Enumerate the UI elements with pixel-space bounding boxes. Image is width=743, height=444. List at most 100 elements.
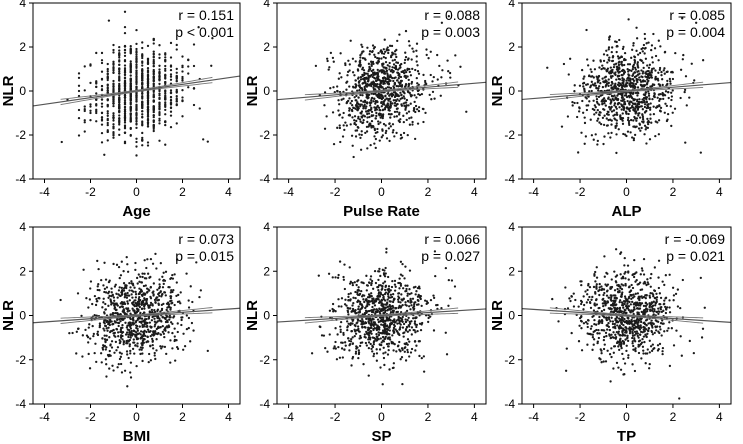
data-point: [648, 63, 651, 66]
data-point: [580, 320, 583, 323]
data-point: [367, 317, 370, 321]
data-point: [593, 322, 596, 326]
data-point: [631, 334, 635, 337]
data-point: [392, 52, 395, 55]
data-point: [355, 102, 359, 105]
data-point: [629, 118, 633, 122]
x-tick-label: 2: [179, 410, 186, 424]
data-point: [632, 275, 636, 279]
data-point: [354, 312, 357, 315]
data-point: [199, 289, 202, 292]
data-point: [89, 287, 92, 290]
data-point: [631, 286, 635, 290]
data-point: [368, 281, 371, 285]
data-point: [126, 310, 129, 313]
data-point: [628, 63, 632, 66]
data-point: [630, 96, 634, 100]
data-point: [610, 87, 613, 90]
data-point: [446, 59, 449, 62]
data-point: [627, 305, 631, 308]
data-point: [385, 247, 388, 250]
p-value-label: p = 0.027: [421, 248, 480, 264]
data-point: [628, 68, 631, 72]
data-point: [593, 108, 596, 112]
data-point: [616, 74, 620, 77]
data-point: [370, 61, 374, 64]
data-point: [367, 338, 370, 341]
data-point: [127, 356, 130, 360]
data-point: [644, 362, 647, 365]
data-point: [348, 349, 351, 352]
data-point: [152, 64, 155, 68]
data-point: [358, 292, 362, 296]
data-point: [344, 62, 347, 65]
data-point: [114, 311, 117, 315]
data-point: [131, 282, 135, 285]
data-point: [414, 293, 417, 296]
data-point: [156, 316, 159, 320]
data-point: [653, 47, 657, 50]
data-point: [146, 73, 150, 76]
data-point: [134, 324, 138, 327]
data-point: [141, 76, 144, 79]
data-point: [332, 86, 335, 89]
data-point: [135, 42, 138, 45]
data-point: [165, 315, 168, 319]
data-point: [120, 286, 124, 289]
data-point: [135, 113, 138, 116]
data-point: [185, 327, 189, 331]
data-point: [637, 73, 640, 76]
data-point: [77, 94, 81, 98]
data-point: [401, 382, 404, 386]
data-point: [163, 345, 167, 348]
data-point: [118, 90, 121, 93]
data-point: [382, 321, 385, 324]
data-point: [382, 356, 386, 360]
data-point: [337, 99, 340, 102]
data-point: [357, 327, 360, 331]
data-point: [405, 287, 408, 291]
data-point: [594, 280, 597, 283]
data-point: [392, 63, 396, 66]
data-point: [391, 102, 394, 105]
data-point: [384, 335, 387, 338]
data-point: [173, 339, 176, 343]
y-tick-label: 0: [19, 309, 26, 323]
data-point: [175, 67, 178, 71]
data-point: [648, 339, 651, 342]
data-point: [607, 46, 611, 49]
x-tick-label: 0: [133, 185, 140, 199]
data-point: [351, 357, 354, 360]
data-point: [367, 78, 370, 82]
y-tick-label: -2: [504, 128, 515, 142]
data-point: [105, 363, 108, 366]
data-point: [87, 352, 90, 356]
data-point: [382, 55, 385, 59]
data-point: [372, 68, 375, 71]
data-point: [332, 309, 336, 312]
data-point: [354, 83, 357, 86]
data-point: [75, 330, 78, 333]
data-point: [656, 105, 659, 108]
data-point: [594, 106, 597, 109]
data-point: [174, 359, 177, 362]
data-point: [608, 38, 611, 41]
data-point: [640, 100, 644, 104]
data-point: [381, 108, 384, 112]
data-point: [379, 116, 382, 119]
data-point: [381, 329, 385, 332]
data-point: [424, 299, 427, 302]
data-point: [374, 137, 377, 141]
data-point: [683, 90, 686, 94]
data-point: [152, 108, 155, 111]
data-point: [637, 69, 640, 73]
x-tick-label: 4: [471, 185, 478, 199]
data-point: [149, 297, 153, 300]
data-point: [135, 97, 138, 101]
data-point: [104, 308, 107, 311]
data-point: [603, 291, 606, 295]
data-point: [94, 303, 98, 307]
data-point: [334, 310, 337, 313]
data-point: [654, 69, 657, 72]
data-point: [412, 106, 416, 110]
